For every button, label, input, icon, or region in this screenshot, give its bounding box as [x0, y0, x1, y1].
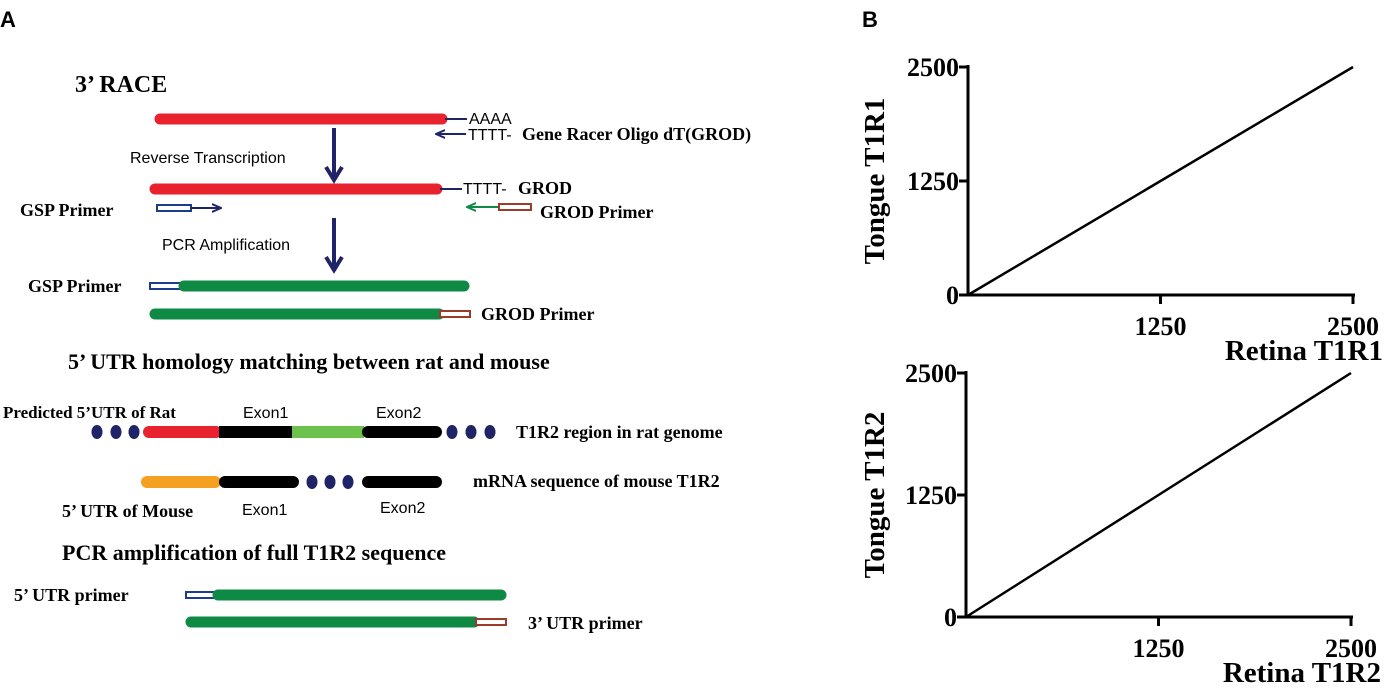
- dot: [110, 425, 122, 439]
- x-axis-label: Retina T1R2: [1223, 657, 1381, 688]
- x-tick-label: 2500: [1325, 634, 1377, 663]
- panel-a: A 3’ RACE AAAA TTTT- Gene Racer Oligo dT…: [0, 7, 751, 633]
- utr3-primer-label: 3’ UTR primer: [528, 613, 643, 633]
- dot: [306, 475, 318, 489]
- dot: [128, 425, 140, 439]
- predicted-rat-utr-label: Predicted 5’UTR of Rat: [3, 403, 176, 422]
- mouse-exon1-segment: [219, 476, 299, 488]
- y-tick-label: 2500: [905, 359, 957, 388]
- oligo-dt-label-2: TTTT-: [463, 181, 507, 198]
- dot: [342, 475, 354, 489]
- pcr-amplification-label: PCR Amplification: [162, 237, 290, 254]
- mouse-utr-segment: [141, 476, 221, 488]
- rat-utr-segment: [143, 426, 222, 438]
- race-title: 3’ RACE: [75, 72, 167, 98]
- rat-genome-track: [91, 425, 496, 439]
- reverse-transcription-label: Reverse Transcription: [130, 150, 286, 167]
- oligo-dt-label: TTTT-: [468, 127, 512, 144]
- series-line: [965, 371, 1352, 619]
- mouse-exon2-segment: [362, 476, 442, 488]
- exon1-bottom-label: Exon1: [242, 502, 287, 519]
- y-tick-label: 0: [944, 603, 957, 632]
- y-tick-label: 1250: [907, 167, 959, 196]
- y-tick-label: 0: [946, 281, 959, 310]
- dot: [484, 425, 496, 439]
- exon2-top-label: Exon2: [376, 405, 421, 422]
- grod-primer-label-2: GROD Primer: [481, 304, 594, 324]
- utr5-primer-box: [185, 591, 217, 599]
- y-tick-label: 1250: [905, 481, 957, 510]
- grod-primer-box-2: [439, 310, 471, 318]
- grod-primer-label: GROD Primer: [540, 202, 653, 222]
- pcr-full-title: PCR amplification of full T1R2 sequence: [62, 540, 446, 565]
- panel-b-label: B: [862, 7, 878, 32]
- dot: [465, 425, 477, 439]
- dot: [91, 425, 103, 439]
- exon1-segment: [219, 426, 294, 438]
- exon1-top-label: Exon1: [243, 405, 288, 422]
- intron-segment: [292, 426, 364, 438]
- mouse-mrna-label: mRNA sequence of mouse T1R2: [473, 471, 720, 491]
- pcr-down-arrow-head: [324, 255, 344, 274]
- exon2-bottom-label: Exon2: [380, 500, 425, 517]
- grod-primer-box: [498, 203, 532, 211]
- utr5-primer-label: 5’ UTR primer: [14, 585, 129, 605]
- grod-label: GROD: [518, 178, 572, 198]
- mouse-mrna-track: [141, 475, 442, 489]
- gsp-primer-label: GSP Primer: [20, 200, 113, 220]
- rt-down-arrow-head: [324, 165, 344, 184]
- panel-a-label: A: [0, 7, 16, 32]
- exon2-segment: [362, 426, 442, 438]
- gsp-primer-box-2: [149, 282, 183, 290]
- y-tick-label: 2500: [907, 53, 959, 82]
- utr-title: 5’ UTR homology matching between rat and…: [68, 349, 550, 374]
- poly-a-label: AAAA: [469, 111, 512, 128]
- utr3-primer-box: [475, 618, 507, 626]
- x-tick-label: 1250: [1135, 312, 1187, 341]
- dot: [446, 425, 458, 439]
- mouse-utr-label: 5’ UTR of Mouse: [62, 501, 193, 521]
- y-axis-label: Tongue T1R2: [859, 412, 891, 579]
- grod-full-label: Gene Racer Oligo dT(GROD): [522, 124, 751, 145]
- rat-region-label: T1R2 region in rat genome: [516, 422, 723, 442]
- x-tick-label: 1250: [1133, 634, 1185, 663]
- x-tick-label: 2500: [1327, 312, 1379, 341]
- gsp-primer-box: [156, 204, 192, 212]
- gsp-primer-label-2: GSP Primer: [28, 276, 121, 296]
- dot: [324, 475, 336, 489]
- series-line: [967, 65, 1354, 297]
- x-axis-label: Retina T1R1: [1225, 335, 1383, 367]
- y-axis-label: Tongue T1R1: [859, 98, 891, 265]
